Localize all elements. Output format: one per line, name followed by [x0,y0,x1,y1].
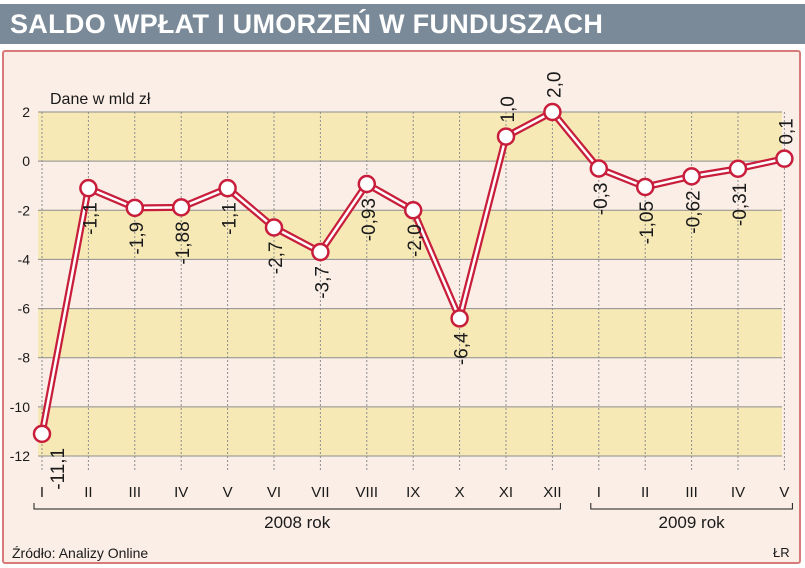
value-label: -0,3 [591,183,612,216]
data-point [682,167,701,186]
unit-label: Dane w mld zł [50,91,151,108]
data-point [403,201,423,220]
x-tick-label: VII [311,484,329,501]
data-point [450,309,469,328]
group-bracket [33,503,561,510]
grid-band [38,406,782,456]
grid-band [38,112,782,162]
y-tick-label: -10 [10,399,30,415]
value-label: -11,1 [48,448,69,490]
y-tick-label: -8 [18,350,31,366]
x-tick-label: I [40,484,44,501]
value-label: -2,7 [266,241,287,274]
x-tick-label: V [223,484,233,501]
data-point [32,424,52,444]
group-label: 2008 rok [264,513,331,532]
data-point [357,174,377,194]
value-label: 1,0 [498,96,519,122]
value-label: 2,0 [544,72,565,98]
value-label: -1,05 [637,201,658,244]
data-point [125,198,145,218]
x-tick-label: XII [543,484,561,501]
x-tick-label: II [84,484,92,501]
data-point [635,177,655,197]
x-tick-label: VIII [356,484,379,501]
header: SALDO WPŁAT I UMORZEŃ W FUNDUSZACH [0,0,805,47]
y-tick-label: -12 [10,448,30,464]
value-label: -3,7 [312,266,333,299]
value-label: -6,4 [452,332,473,365]
data-point [218,178,237,198]
value-label: -0,62 [684,190,705,233]
x-tick-label: IX [406,484,420,501]
y-tick-label: -6 [18,301,31,317]
x-tick-label: X [455,484,465,501]
x-tick-label: IV [731,484,745,501]
value-label: -1,88 [173,221,194,264]
x-tick-label: I [597,484,601,501]
group-bracket [590,503,793,510]
y-tick-label: -2 [18,202,31,218]
x-tick-label: III [129,484,142,501]
grid-band [38,308,782,358]
x-tick-label: IV [174,484,188,501]
data-point [79,178,98,198]
data-point [589,159,609,178]
value-label: -1,1 [80,202,101,235]
value-label: -0,93 [359,198,380,241]
title-bar [0,4,805,44]
x-tick-label: XI [499,484,513,501]
value-label: -1,1 [220,202,241,235]
x-tick-label: V [779,484,789,501]
data-point [728,159,748,179]
data-point [311,242,330,262]
data-point [171,198,191,217]
y-tick-label: 0 [22,153,30,169]
x-tick-label: III [685,484,698,501]
x-tick-label: II [641,484,649,501]
value-label: -1,9 [127,222,148,255]
value-label: -0,31 [730,183,751,226]
data-point [264,218,284,237]
x-tick-label: VI [267,484,281,501]
data-point [496,127,516,146]
data-point [543,102,562,122]
data-point [775,149,794,168]
y-tick-label: -4 [18,251,31,267]
group-label: 2009 rok [659,513,726,532]
author-credit: ŁR [773,545,790,560]
value-label: 0,1 [776,118,797,144]
value-label: -2,0 [405,224,426,257]
y-tick-label: 2 [22,104,30,120]
chart-title: SALDO WPŁAT I UMORZEŃ W FUNDUSZACH [10,9,604,39]
source-note: Źródło: Analizy Online [12,545,149,561]
